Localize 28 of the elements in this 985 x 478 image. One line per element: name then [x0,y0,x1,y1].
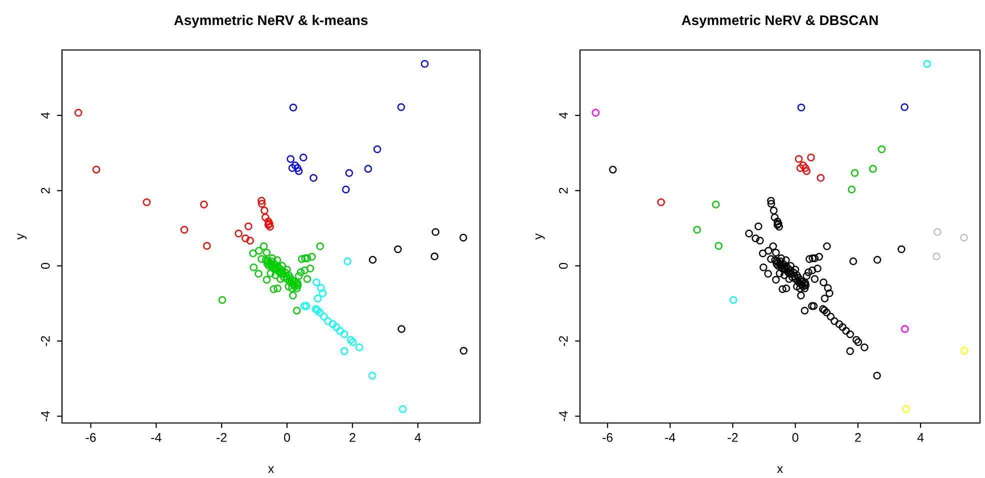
chart-title: Asymmetric NeRV & DBSCAN [682,14,878,28]
y-tick-label: -4 [559,411,568,422]
y-tick-label: -2 [40,336,50,346]
x-tick-label: 0 [792,433,798,442]
y-tick-label: -2 [558,336,568,346]
x-tick-label: -2 [728,433,738,442]
x-tick-label: -2 [216,433,227,442]
x-tick-label: 0 [284,433,290,442]
x-tick-label: 4 [414,433,421,442]
x-tick-label: 4 [917,433,924,442]
x-tick-label: -6 [86,433,96,442]
x-tick-label: -4 [665,433,676,442]
x-tick-label: 2 [855,433,861,442]
y-tick-label: 2 [40,188,50,194]
x-axis-title: x [777,466,783,473]
x-tick-label: 2 [350,433,356,442]
y-axis-title: y [536,233,545,240]
x-axis-title: x [268,466,274,473]
y-tick-label: 4 [41,112,50,119]
y-tick-label: -4 [41,411,50,422]
x-tick-label: -6 [602,433,613,442]
y-tick-label: 0 [40,262,50,269]
x-tick-label: -4 [151,433,162,442]
y-tick-label: 0 [558,262,568,269]
chart-title: Asymmetric NeRV & k-means [174,14,368,28]
y-tick-label: 4 [559,112,568,119]
y-tick-label: 2 [558,188,568,194]
y-axis-title: y [18,233,27,240]
